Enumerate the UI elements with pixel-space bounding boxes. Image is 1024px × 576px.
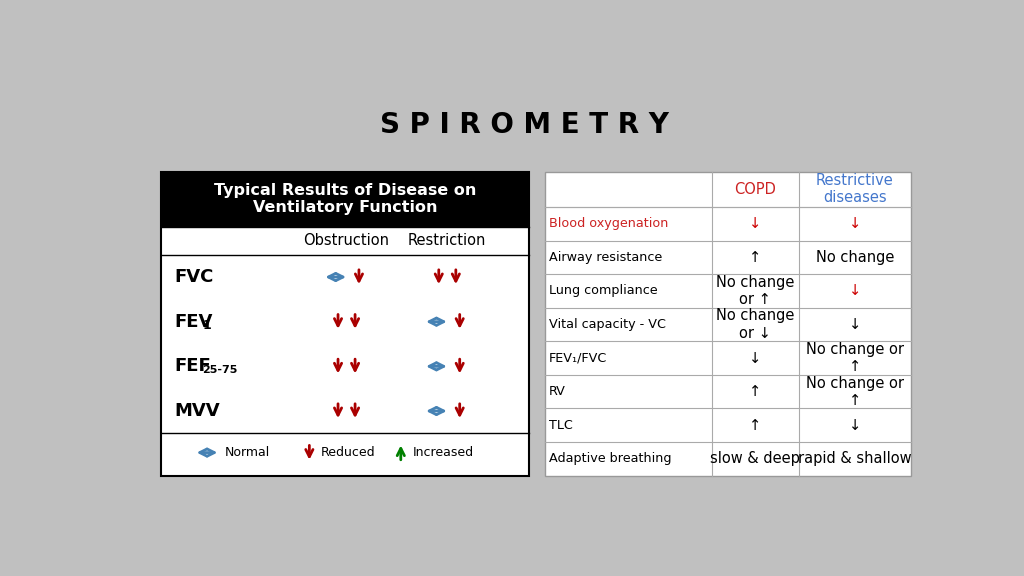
Text: MVV: MVV bbox=[174, 402, 220, 420]
Text: Lung compliance: Lung compliance bbox=[549, 285, 657, 297]
Text: TLC: TLC bbox=[549, 419, 572, 432]
Text: ↓: ↓ bbox=[750, 351, 762, 366]
Bar bbox=[161, 172, 529, 227]
Text: ↑: ↑ bbox=[750, 384, 762, 399]
Text: ↓: ↓ bbox=[849, 317, 861, 332]
Text: FEF: FEF bbox=[174, 357, 211, 376]
Text: Restrictive
diseases: Restrictive diseases bbox=[816, 173, 894, 206]
Text: Blood oxygenation: Blood oxygenation bbox=[549, 217, 669, 230]
Text: rapid & shallow: rapid & shallow bbox=[798, 452, 911, 467]
Text: Vital capacity - VC: Vital capacity - VC bbox=[549, 318, 666, 331]
Text: FEV: FEV bbox=[174, 313, 213, 331]
Text: Normal: Normal bbox=[225, 446, 270, 459]
Text: Airway resistance: Airway resistance bbox=[549, 251, 663, 264]
Text: ↑: ↑ bbox=[750, 250, 762, 265]
Text: Adaptive breathing: Adaptive breathing bbox=[549, 452, 672, 465]
Text: No change
or ↑: No change or ↑ bbox=[716, 275, 795, 307]
Text: ↑: ↑ bbox=[750, 418, 762, 433]
Bar bbox=[161, 172, 529, 476]
Text: S P I R O M E T R Y: S P I R O M E T R Y bbox=[380, 111, 670, 139]
Text: ↓: ↓ bbox=[849, 216, 861, 231]
Text: No change or
↑: No change or ↑ bbox=[806, 342, 904, 374]
Text: Restriction: Restriction bbox=[409, 233, 486, 248]
Text: Increased: Increased bbox=[413, 446, 473, 459]
Text: RV: RV bbox=[549, 385, 565, 398]
Text: No change or
↑: No change or ↑ bbox=[806, 376, 904, 408]
Text: COPD: COPD bbox=[734, 182, 776, 197]
Text: ↓: ↓ bbox=[750, 216, 762, 231]
Text: No change: No change bbox=[816, 250, 894, 265]
Text: ↓: ↓ bbox=[849, 283, 861, 298]
Text: 25-75: 25-75 bbox=[203, 365, 238, 375]
Text: ↓: ↓ bbox=[849, 418, 861, 433]
Text: slow & deep: slow & deep bbox=[711, 452, 801, 467]
Text: FEV₁/FVC: FEV₁/FVC bbox=[549, 351, 607, 365]
Text: Typical Results of Disease on
Ventilatory Function: Typical Results of Disease on Ventilator… bbox=[214, 183, 476, 215]
Text: Obstruction: Obstruction bbox=[303, 233, 389, 248]
Bar bbox=[545, 172, 910, 476]
Text: FVC: FVC bbox=[174, 268, 214, 286]
Text: No change
or ↓: No change or ↓ bbox=[716, 308, 795, 341]
Text: 1: 1 bbox=[203, 319, 211, 332]
Text: Reduced: Reduced bbox=[321, 446, 376, 459]
